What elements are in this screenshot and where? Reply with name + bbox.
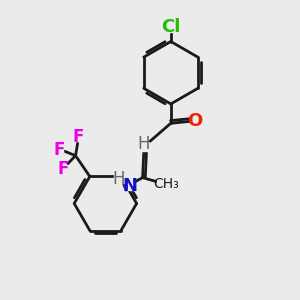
- Text: N: N: [123, 177, 138, 195]
- Bar: [157, 179, 175, 189]
- Text: F: F: [53, 141, 65, 159]
- Bar: [125, 182, 135, 190]
- Bar: [139, 142, 149, 151]
- Text: H: H: [112, 170, 125, 188]
- Text: F: F: [57, 160, 69, 178]
- Text: Cl: Cl: [161, 18, 181, 36]
- Bar: [190, 116, 201, 126]
- Bar: [59, 165, 67, 173]
- Bar: [163, 22, 179, 32]
- Bar: [75, 134, 82, 141]
- Text: F: F: [73, 128, 84, 146]
- Text: H: H: [137, 135, 150, 153]
- Bar: [114, 175, 124, 183]
- Bar: [56, 146, 63, 153]
- Text: O: O: [188, 112, 203, 130]
- Text: CH₃: CH₃: [153, 177, 178, 191]
